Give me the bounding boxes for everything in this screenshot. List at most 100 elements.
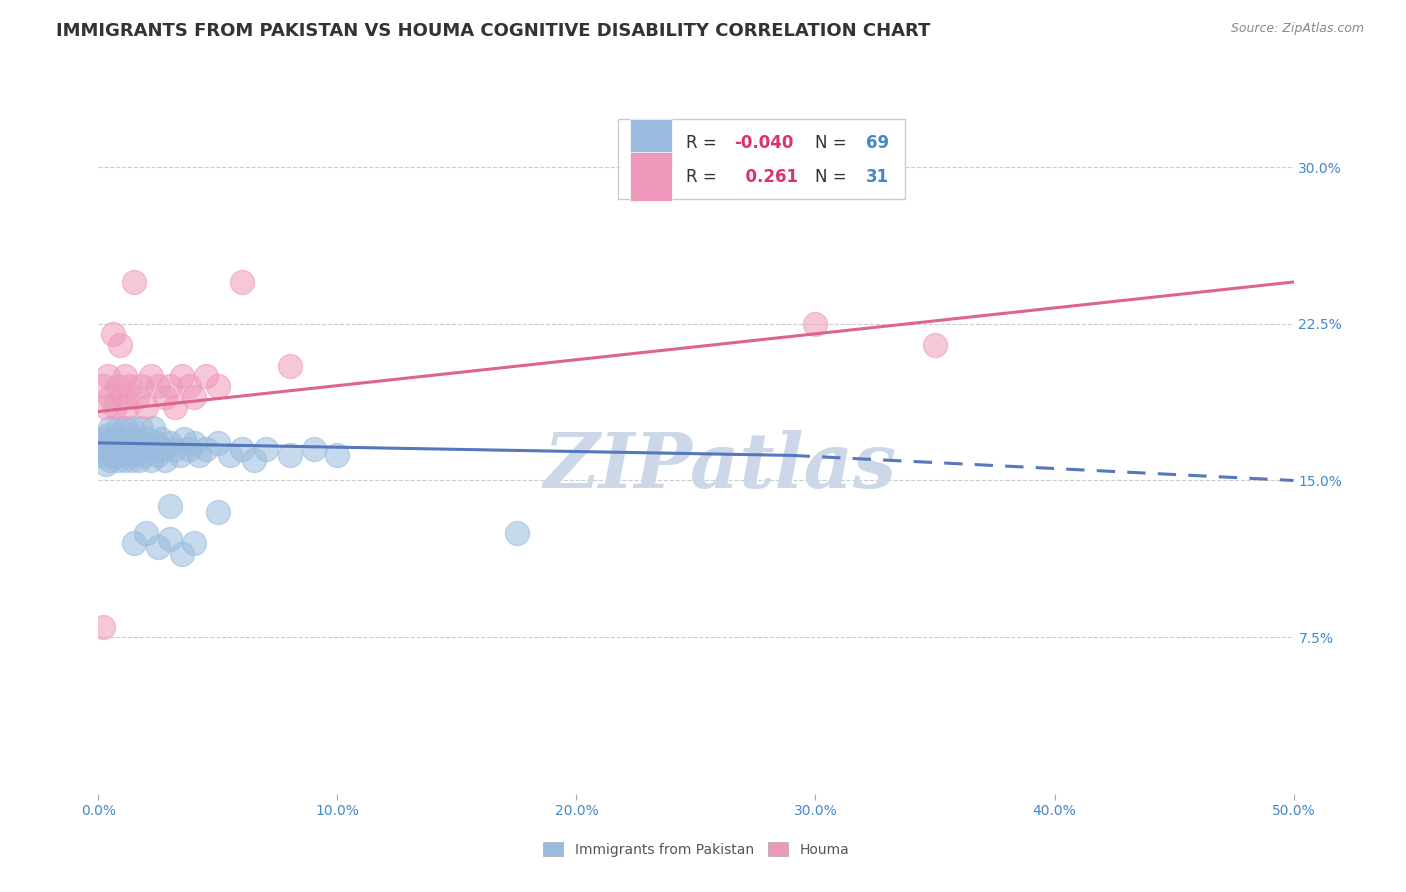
Point xyxy=(101,449,124,463)
Point xyxy=(94,401,117,415)
Point xyxy=(125,442,148,457)
Point xyxy=(254,442,277,457)
Point xyxy=(183,435,205,450)
Point xyxy=(98,421,122,435)
Point xyxy=(108,337,131,351)
Text: ZIPatlas: ZIPatlas xyxy=(543,430,897,504)
Point xyxy=(132,449,155,463)
Point xyxy=(108,435,131,450)
Point xyxy=(114,452,136,467)
Point xyxy=(155,452,177,467)
Point xyxy=(125,432,148,446)
Point xyxy=(179,379,201,393)
Text: 31: 31 xyxy=(866,168,889,186)
Point xyxy=(231,275,253,289)
Point xyxy=(121,452,143,467)
Point xyxy=(195,369,218,384)
Point xyxy=(924,337,946,351)
Point xyxy=(155,390,177,404)
Point xyxy=(131,435,153,450)
Point xyxy=(163,442,186,457)
Point xyxy=(159,435,181,450)
Point xyxy=(90,442,112,457)
Point xyxy=(172,369,194,384)
Point xyxy=(131,379,153,393)
Point xyxy=(111,432,134,446)
Point xyxy=(97,369,120,384)
Point xyxy=(207,379,229,393)
Legend: Immigrants from Pakistan, Houma: Immigrants from Pakistan, Houma xyxy=(543,842,849,856)
Point xyxy=(172,547,194,561)
Point xyxy=(121,421,143,435)
Point xyxy=(231,442,253,457)
Text: N =: N = xyxy=(815,168,852,186)
Point xyxy=(115,401,138,415)
Point xyxy=(278,359,301,373)
Point xyxy=(118,379,141,393)
Text: R =: R = xyxy=(686,134,723,152)
Point xyxy=(135,401,157,415)
Point xyxy=(107,421,129,435)
Point xyxy=(148,449,170,463)
Point xyxy=(207,435,229,450)
Point xyxy=(101,327,124,342)
Text: -0.040: -0.040 xyxy=(734,134,793,152)
Point xyxy=(125,390,148,404)
Point xyxy=(163,401,186,415)
Text: 69: 69 xyxy=(866,134,889,152)
Text: 0.261: 0.261 xyxy=(734,168,799,186)
Point xyxy=(111,390,134,404)
Text: IMMIGRANTS FROM PAKISTAN VS HOUMA COGNITIVE DISABILITY CORRELATION CHART: IMMIGRANTS FROM PAKISTAN VS HOUMA COGNIT… xyxy=(56,22,931,40)
Point xyxy=(148,541,170,555)
Point xyxy=(326,449,349,463)
Point xyxy=(124,275,146,289)
Point xyxy=(91,432,114,446)
Point xyxy=(173,432,195,446)
Point xyxy=(148,379,170,393)
Point xyxy=(114,369,136,384)
Point xyxy=(195,442,218,457)
Point xyxy=(107,379,129,393)
Point xyxy=(97,427,120,442)
Point xyxy=(278,449,301,463)
Point xyxy=(139,452,162,467)
Point xyxy=(142,421,165,435)
Point xyxy=(243,452,266,467)
Point xyxy=(159,499,181,513)
Point xyxy=(128,452,150,467)
Point xyxy=(159,379,181,393)
Point xyxy=(108,449,131,463)
Point xyxy=(111,442,134,457)
Point xyxy=(159,532,181,546)
FancyBboxPatch shape xyxy=(630,119,672,168)
Point xyxy=(101,435,124,450)
Point xyxy=(169,449,191,463)
Point xyxy=(104,442,127,457)
Point xyxy=(183,536,205,550)
Point xyxy=(138,442,160,457)
FancyBboxPatch shape xyxy=(630,153,672,201)
Point xyxy=(104,432,127,446)
Point xyxy=(91,379,114,393)
Text: Source: ZipAtlas.com: Source: ZipAtlas.com xyxy=(1230,22,1364,36)
Point xyxy=(94,457,117,471)
Point xyxy=(94,435,117,450)
Point xyxy=(97,442,120,457)
Point xyxy=(187,449,209,463)
Point xyxy=(207,505,229,519)
Point xyxy=(115,449,138,463)
Point xyxy=(302,442,325,457)
Point xyxy=(131,421,153,435)
Point xyxy=(118,432,141,446)
Point xyxy=(98,452,122,467)
Point xyxy=(152,442,174,457)
Point xyxy=(219,449,242,463)
Point xyxy=(91,449,114,463)
Point xyxy=(149,432,172,446)
Point xyxy=(506,525,529,540)
FancyBboxPatch shape xyxy=(619,119,905,199)
Text: R =: R = xyxy=(686,168,723,186)
Point xyxy=(124,435,146,450)
Point xyxy=(114,421,136,435)
Point xyxy=(139,369,162,384)
